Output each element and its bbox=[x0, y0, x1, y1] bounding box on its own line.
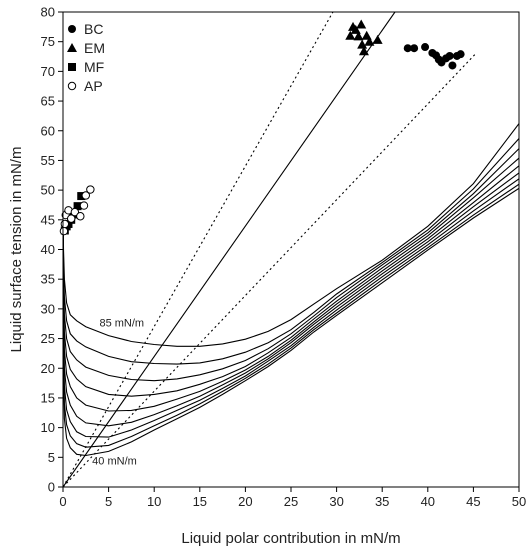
data-point-bc bbox=[410, 44, 419, 53]
plot-points-layer bbox=[59, 19, 465, 236]
x-tick-label: 50 bbox=[512, 494, 526, 509]
y-tick-label: 5 bbox=[48, 450, 55, 465]
curve-label: 40 mN/m bbox=[92, 455, 137, 467]
data-point-em bbox=[345, 30, 356, 40]
data-point-ap bbox=[59, 226, 69, 236]
y-tick-label: 30 bbox=[41, 301, 55, 316]
y-tick-label: 80 bbox=[41, 5, 55, 20]
surface-tension-curve bbox=[63, 183, 519, 448]
x-tick-label: 40 bbox=[421, 494, 435, 509]
surface-tension-curve bbox=[63, 172, 519, 427]
data-point-em bbox=[357, 39, 368, 49]
data-point-em bbox=[358, 46, 369, 56]
data-point-em bbox=[350, 24, 361, 34]
y-tick-label: 60 bbox=[41, 123, 55, 138]
y-tick-label: 10 bbox=[41, 420, 55, 435]
x-tick-label: 20 bbox=[238, 494, 252, 509]
y-tick-label: 50 bbox=[41, 183, 55, 198]
plot-frame bbox=[62, 11, 520, 488]
y-tick-label: 20 bbox=[41, 361, 55, 376]
legend: BC EM MF AP bbox=[67, 21, 105, 94]
x-tick-label: 0 bbox=[59, 494, 66, 509]
y-tick-label: 70 bbox=[41, 64, 55, 79]
x-tick-label: 30 bbox=[329, 494, 343, 509]
y-tick-label: 40 bbox=[41, 242, 55, 257]
legend-marker-em bbox=[67, 43, 77, 52]
data-point-ap bbox=[76, 212, 85, 221]
x-tick-label: 45 bbox=[466, 494, 480, 509]
data-point-bc bbox=[421, 43, 430, 52]
plot-curves-layer bbox=[63, 123, 519, 457]
data-point-ap bbox=[60, 219, 70, 229]
data-point-em bbox=[372, 34, 383, 44]
curve-label: 85 mN/m bbox=[99, 318, 144, 330]
solid-reference-line bbox=[63, 12, 396, 487]
surface-tension-curve bbox=[63, 138, 519, 365]
data-point-em bbox=[364, 36, 375, 46]
data-point-ap bbox=[81, 191, 91, 200]
data-point-ap bbox=[79, 201, 89, 210]
data-point-ap bbox=[86, 185, 95, 194]
legend-marker-mf bbox=[68, 63, 76, 71]
legend-label: MF bbox=[84, 59, 104, 75]
y-tick-label: 75 bbox=[41, 34, 55, 49]
dotted-reference-line bbox=[63, 12, 334, 487]
y-tick-label: 15 bbox=[41, 390, 55, 405]
y-tick-label: 65 bbox=[41, 94, 55, 109]
data-point-bc bbox=[403, 44, 412, 53]
x-tick-label: 25 bbox=[284, 494, 298, 509]
dotted-reference-line bbox=[63, 53, 476, 487]
x-axis-label: Liquid polar contribution in mN/m bbox=[181, 530, 400, 547]
y-axis-label: Liquid surface tension in mN/m bbox=[8, 147, 25, 353]
y-tick-label: 25 bbox=[41, 331, 55, 346]
data-point-ap bbox=[70, 207, 80, 217]
surface-tension-curve bbox=[63, 148, 519, 382]
x-tick-label: 5 bbox=[105, 494, 112, 509]
x-tick-label: 10 bbox=[147, 494, 161, 509]
x-tick-label: 35 bbox=[375, 494, 389, 509]
legend-label: BC bbox=[84, 21, 103, 37]
plot-lines-layer bbox=[63, 12, 476, 487]
surface-tension-curve bbox=[63, 157, 519, 397]
data-point-bc bbox=[456, 50, 465, 59]
data-point-mf bbox=[77, 192, 86, 201]
x-axis-ticks: 0 5 10 15 20 25 30 35 40 45 50 bbox=[59, 487, 526, 509]
y-tick-label: 55 bbox=[41, 153, 55, 168]
data-point-em bbox=[356, 19, 367, 29]
legend-marker-bc bbox=[68, 25, 76, 33]
surface-tension-curve bbox=[63, 123, 519, 347]
y-axis-ticks: 0 5 10 15 20 25 30 35 40 45 50 55 60 65 70 75 80 bbox=[41, 5, 63, 495]
y-tick-label: 0 bbox=[48, 480, 55, 495]
surface-tension-curve bbox=[63, 165, 519, 412]
data-point-ap bbox=[67, 214, 76, 223]
y-tick-label: 35 bbox=[41, 272, 55, 287]
data-point-em bbox=[353, 31, 364, 41]
legend-label: EM bbox=[84, 40, 105, 56]
surface-tension-curve bbox=[63, 187, 519, 457]
data-point-bc bbox=[448, 61, 457, 70]
legend-marker-ap bbox=[67, 81, 77, 91]
data-point-mf bbox=[73, 202, 82, 211]
legend-label: AP bbox=[84, 78, 103, 94]
x-tick-label: 15 bbox=[193, 494, 207, 509]
data-point-bc bbox=[445, 51, 454, 60]
surface-tension-curve bbox=[63, 178, 519, 438]
y-tick-label: 45 bbox=[41, 212, 55, 227]
curve-labels: 85 mN/m 40 mN/m bbox=[92, 318, 144, 468]
